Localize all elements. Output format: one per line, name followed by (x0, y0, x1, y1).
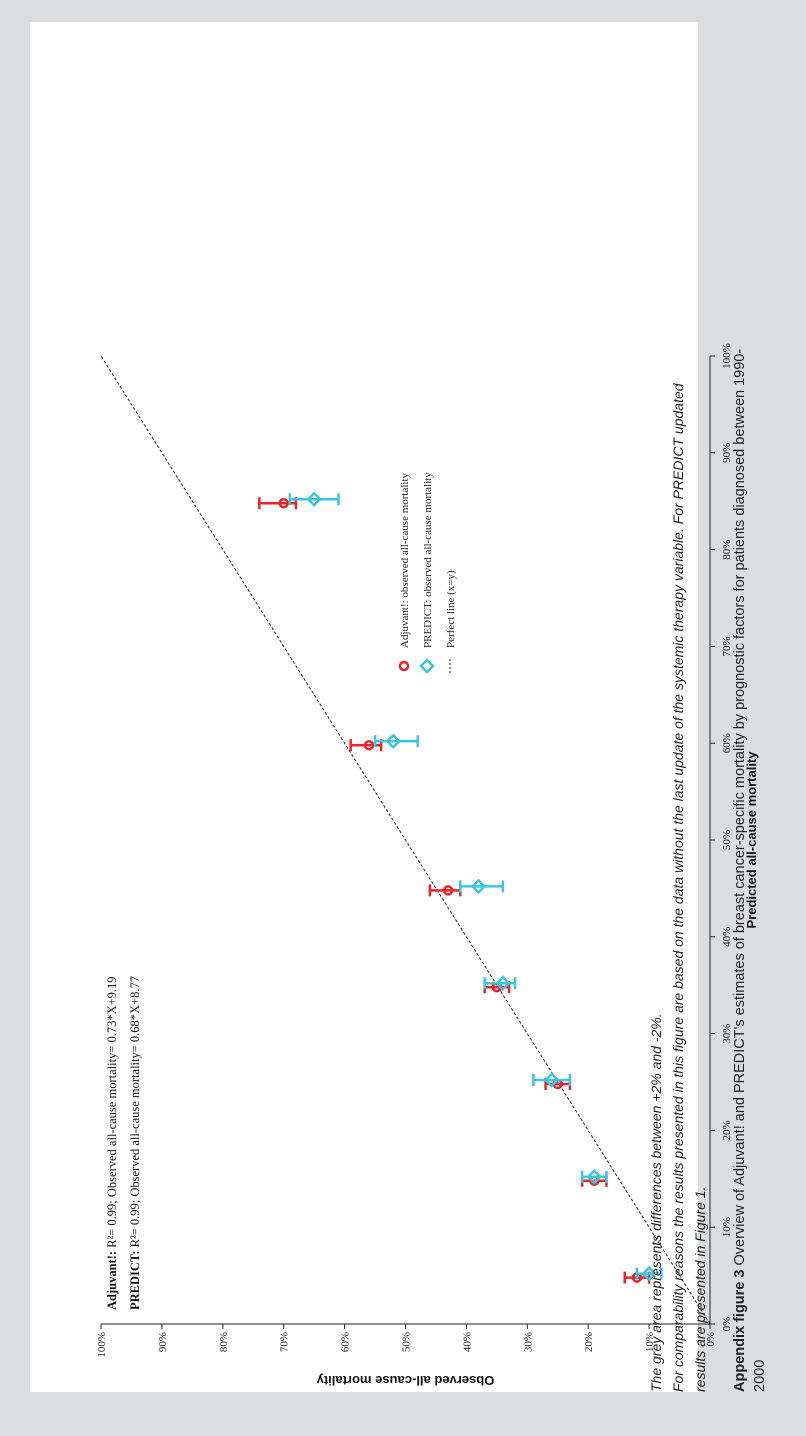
y-tick-label: 80% (218, 1332, 230, 1352)
data-point-predict (586, 1169, 603, 1185)
perfect-line (100, 355, 711, 1325)
figure-caption: Appendix figure 3 Overview of Adjuvant! … (730, 52, 770, 1392)
y-tick-label: 10% (644, 1332, 656, 1352)
legend-marker-predict (419, 658, 435, 674)
legend-label: PREDICT: observed all-cause mortality (422, 472, 434, 648)
x-tick-label: 90% (721, 443, 733, 463)
y-tick-label: 100% (96, 1332, 108, 1358)
x-tick-label: 80% (721, 540, 733, 560)
figure-panel (30, 22, 698, 1392)
caption-text: Overview of Adjuvant! and PREDICT's esti… (732, 348, 748, 1270)
legend-label: Perfect line (x=y) (445, 570, 457, 648)
data-point-predict (470, 878, 487, 895)
data-point-adjuvant (442, 885, 454, 896)
x-tick-label: 70% (721, 636, 733, 656)
x-axis-title: Predicted all-cause mortality (744, 751, 759, 929)
y-tick-label: 60% (340, 1332, 352, 1352)
note-figure-reference: results are presented in Figure 1. (692, 1186, 708, 1392)
y-tick-label: 40% (461, 1332, 473, 1352)
y-tick-label: 50% (401, 1332, 413, 1352)
x-tick-label: 30% (721, 1024, 733, 1044)
x-tick-label: 10% (721, 1217, 733, 1237)
y-tick-label: 70% (279, 1332, 291, 1352)
x-tick-label: 20% (721, 1120, 733, 1140)
equation-annotation: Adjuvant!: R²= 0.99; Observed all-cause … (105, 976, 119, 1310)
x-tick-label: 40% (721, 927, 733, 947)
x-tick-label: 100% (721, 343, 733, 369)
data-point-predict (306, 491, 322, 507)
y-tick-label: 30% (522, 1332, 534, 1352)
data-point-predict (543, 1072, 560, 1088)
data-point-predict (641, 1265, 657, 1282)
y-tick-label: 20% (583, 1332, 595, 1352)
note-comparability: For comparability reasons the results pr… (670, 383, 686, 1392)
data-point-adjuvant (278, 497, 289, 509)
x-tick-label: 0% (721, 1317, 733, 1332)
caption-label: Appendix figure 3 (732, 1269, 748, 1392)
legend-marker-adjuvant (398, 660, 410, 672)
y-tick-label: 0% (705, 1332, 717, 1347)
equation-annotation: PREDICT: R²= 0.99; Observed all-cause mo… (128, 976, 142, 1310)
data-point-predict (495, 975, 511, 991)
y-tick-label: 90% (157, 1332, 169, 1352)
legend-label: Adjuvant!: observed all-cause mortality (399, 472, 411, 648)
x-tick-label: 60% (721, 733, 733, 753)
data-point-adjuvant (363, 739, 375, 751)
caption-text-2: 2000 (752, 1359, 768, 1392)
y-axis-title: Observed all-cause mortality (316, 1373, 495, 1388)
data-point-predict (385, 733, 402, 749)
x-tick-label: 50% (721, 830, 733, 850)
note-grey-area: The grey area represents differences bet… (648, 1013, 664, 1392)
